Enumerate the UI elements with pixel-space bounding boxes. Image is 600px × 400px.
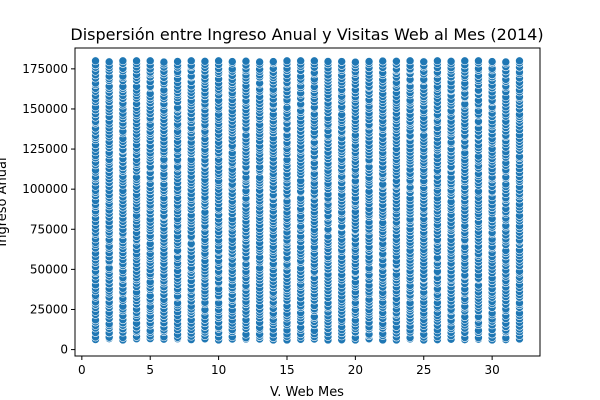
- data-point: [104, 57, 114, 67]
- data-point: [282, 56, 292, 66]
- data-point: [419, 57, 429, 67]
- data-point: [392, 57, 401, 66]
- data-point: [159, 57, 169, 67]
- data-point: [433, 56, 442, 66]
- y-tick-label: 0: [60, 343, 68, 357]
- data-points: [91, 56, 524, 345]
- x-tick-label: 15: [279, 363, 294, 377]
- y-tick-label: 50000: [30, 262, 68, 276]
- data-point: [269, 57, 278, 66]
- data-point: [351, 57, 360, 67]
- data-point: [227, 57, 237, 66]
- x-tick-label: 25: [416, 363, 431, 377]
- data-point: [474, 56, 483, 66]
- x-axis-ticks: 0 5 10 15 20 25 30: [78, 356, 500, 377]
- data-point: [460, 56, 470, 66]
- data-point: [241, 56, 251, 66]
- y-tick-label: 75000: [30, 222, 68, 236]
- data-point: [296, 56, 305, 66]
- y-tick-label: 150000: [22, 102, 68, 116]
- y-tick-label: 125000: [22, 142, 68, 156]
- data-point: [132, 56, 141, 66]
- data-point: [501, 57, 511, 67]
- x-tick-label: 20: [348, 363, 363, 377]
- data-point: [255, 57, 264, 67]
- data-point: [118, 56, 128, 66]
- x-tick-label: 10: [211, 363, 226, 377]
- y-tick-label: 175000: [22, 62, 68, 76]
- data-point: [310, 56, 319, 66]
- chart-title: Dispersión entre Ingreso Anual y Visitas…: [70, 25, 543, 44]
- data-point: [337, 57, 346, 66]
- y-tick-label: 25000: [30, 302, 68, 316]
- data-point: [91, 56, 100, 66]
- y-tick-label: 100000: [22, 182, 68, 196]
- data-point: [145, 56, 155, 66]
- data-point: [405, 56, 415, 66]
- data-point: [364, 57, 374, 66]
- data-point: [515, 56, 524, 66]
- data-point: [446, 57, 456, 66]
- data-point: [186, 56, 196, 66]
- data-point: [378, 56, 388, 66]
- x-tick-label: 0: [78, 363, 86, 377]
- y-axis-label: Ingreso Anual: [0, 157, 10, 246]
- data-point: [200, 57, 210, 66]
- data-point: [173, 57, 182, 66]
- data-point: [214, 56, 223, 66]
- data-point: [487, 57, 497, 66]
- x-tick-label: 30: [484, 363, 499, 377]
- y-axis-ticks: 0 25000 50000 75000 100000 125000 150000 175000: [22, 62, 75, 357]
- x-tick-label: 5: [146, 363, 154, 377]
- plot-frame: [74, 47, 541, 357]
- data-point: [323, 57, 333, 66]
- x-axis-label: V. Web Mes: [270, 385, 344, 400]
